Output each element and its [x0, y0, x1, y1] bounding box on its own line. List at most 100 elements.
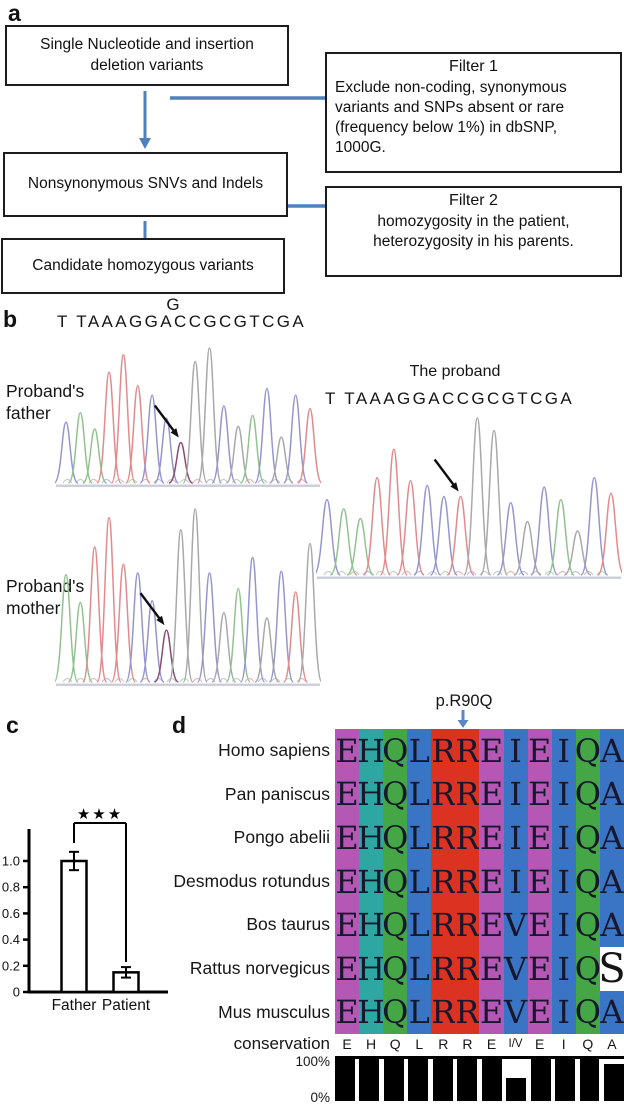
residue-cell: E: [335, 772, 360, 817]
species-label: Pan paniscus: [224, 783, 330, 804]
residue-cell: H: [357, 859, 385, 904]
residue-cell: Q: [382, 772, 408, 817]
alignment-row: Pongo abelii E H Q L R R E I E I Q A: [160, 816, 624, 860]
species-label: Homo sapiens: [218, 740, 330, 760]
residue-cell: Q: [382, 990, 408, 1035]
residue-cell: A: [599, 772, 624, 817]
hist-0pct-label: 0%: [310, 1090, 330, 1105]
residue-cell: Q: [575, 729, 601, 773]
residue-cell: I: [503, 729, 528, 773]
consensus-letter: E: [534, 1036, 545, 1053]
filter1-body: Exclude non-coding, synonymous variants …: [335, 78, 567, 157]
consensus-letter: Q: [582, 1036, 594, 1053]
conservation-bar: [359, 1059, 380, 1102]
residue-cell: E: [527, 990, 552, 1035]
flow-box-variants: Single Nucleotide and insertion deletion…: [5, 25, 289, 86]
bar-category-label: Patient: [102, 997, 151, 1014]
alignment-row: Homo sapiens E H Q L R R E I E I Q A: [160, 729, 624, 773]
alignment-block: Homo sapiens E H Q L R R E I E I Q A Pan paniscus E H Q L…: [160, 729, 624, 1105]
residue-cell: E: [479, 903, 504, 947]
residue-cell: R: [455, 816, 479, 860]
mother-chromatogram: [55, 508, 321, 686]
svg-text:1.0: 1.0: [2, 854, 20, 869]
consensus-letter: E: [486, 1036, 497, 1053]
conservation-bar: [408, 1059, 429, 1102]
panel-d-label: d: [172, 712, 187, 738]
residue-cell: E: [527, 903, 552, 947]
conservation-bar: [579, 1059, 600, 1102]
residue-cell: A: [599, 729, 624, 773]
consensus-letter: L: [415, 1036, 424, 1053]
residue-cell: E: [527, 946, 552, 991]
consensus-letter: H: [366, 1036, 377, 1053]
conservation-bar: [555, 1059, 576, 1102]
consensus-letter: A: [607, 1036, 617, 1053]
residue-cell: I: [551, 990, 576, 1035]
residue-cell: I: [551, 903, 576, 947]
residue-cell: L: [407, 729, 432, 773]
residue-cell: A: [599, 903, 624, 947]
residue-cell: H: [357, 729, 385, 773]
residue-cell: E: [479, 990, 504, 1035]
panel-c-label: c: [6, 712, 19, 738]
residue-cell: Q: [382, 816, 408, 860]
svg-text:0.8: 0.8: [2, 880, 20, 895]
mutation-label: p.R90Q: [435, 692, 493, 710]
alignment-row: Desmodus rotundus E H Q L R R E I E I Q A: [160, 859, 624, 904]
residue-cell: Q: [382, 729, 408, 773]
conservation-bar: [457, 1059, 478, 1102]
conservation-bar: [603, 1064, 624, 1102]
residue-cell: R: [431, 990, 455, 1035]
flow-box-candidates: Candidate homozygous variants: [1, 238, 285, 294]
panel-a-label: a: [8, 0, 21, 26]
species-label: Rattus norvegicus: [189, 957, 330, 978]
flow-box-nonsynonymous: Nonsynonymous SNVs and Indels: [3, 152, 288, 217]
residue-cell: L: [407, 990, 432, 1035]
filter2-box: Filter 2 homozygosity in the patient, he…: [325, 186, 622, 277]
expression-bar-chart: 0 0.2 0.4 0.6 0.8 1.0 Father Patient ★★★: [2, 806, 168, 1014]
conservation-bar: [530, 1059, 551, 1102]
alignment-row: Bos taurus E H Q L R R E V E I Q A: [160, 903, 624, 947]
conservation-bar: [335, 1059, 355, 1102]
residue-cell: Q: [382, 946, 408, 991]
residue-cell: E: [335, 946, 360, 991]
residue-cell: Q: [575, 990, 601, 1035]
residue-cell: I: [551, 772, 576, 817]
father-sequence-text: T TAAAGGACCGCGTCGA: [57, 312, 307, 331]
residue-cell: A: [599, 990, 624, 1035]
residue-cell: I: [551, 729, 576, 773]
residue-cell: I: [551, 859, 576, 904]
residue-cell: E: [335, 859, 360, 904]
conservation-bar: [432, 1059, 453, 1102]
species-label: Bos taurus: [246, 914, 330, 935]
conservation-bar: [481, 1059, 502, 1102]
bar-category-label: Father: [52, 997, 97, 1014]
consensus-letter: R: [462, 1036, 473, 1053]
residue-cell: S: [598, 945, 624, 992]
residue-cell: E: [335, 990, 360, 1035]
consensus-letter: I/V: [508, 1038, 523, 1051]
conservation-letter-row: conservation E H Q L R R E I/V E I Q A: [160, 1034, 624, 1054]
filter2-title: Filter 2: [449, 192, 498, 209]
residue-cell: R: [455, 903, 479, 947]
residue-cell: H: [357, 946, 385, 991]
filter2-body: homozygosity in the patient, heterozygos…: [373, 212, 574, 250]
residue-cell: R: [431, 859, 455, 904]
residue-cell: I: [503, 816, 528, 860]
residue-cell: L: [407, 903, 432, 947]
svg-text:0: 0: [13, 985, 20, 1000]
residue-cell: E: [335, 903, 360, 947]
svg-text:0.2: 0.2: [2, 958, 20, 973]
filter1-box: Filter 1 Exclude non-coding, synonymous …: [325, 52, 622, 173]
father-trace-label: Proband's father: [6, 381, 85, 423]
residue-cell: R: [431, 772, 455, 817]
significance-stars: ★★★: [77, 806, 123, 823]
mutation-arrow-icon: [457, 710, 469, 728]
residue-cell: E: [479, 946, 504, 991]
consensus-letter: I: [561, 1036, 566, 1053]
residue-cell: E: [527, 729, 552, 773]
residue-cell: Q: [382, 903, 408, 947]
residue-cell: Q: [382, 859, 408, 904]
residue-cell: Q: [575, 859, 601, 904]
proband-chromatogram: [316, 417, 622, 579]
